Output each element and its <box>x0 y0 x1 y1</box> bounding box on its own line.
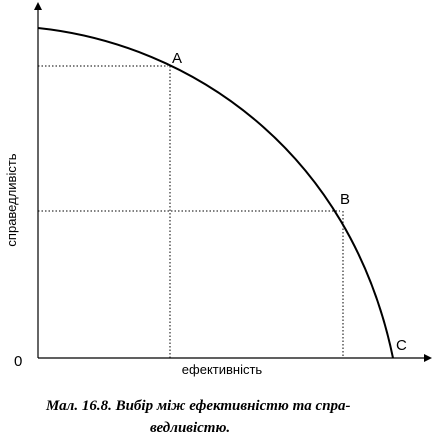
guide-lines <box>38 65 344 358</box>
y-axis-title: справедливість <box>4 153 19 246</box>
caption-line: ведливістю. <box>150 420 230 436</box>
x-axis-title: ефективність <box>182 362 263 377</box>
point-label: B <box>340 191 350 208</box>
frontier-curve <box>37 27 394 359</box>
origin-label: 0 <box>14 353 22 370</box>
point-label: A <box>172 50 182 67</box>
point-label: C <box>396 337 407 354</box>
caption-line: Мал. 16.8. Вибір між ефективністю та спр… <box>45 398 351 414</box>
